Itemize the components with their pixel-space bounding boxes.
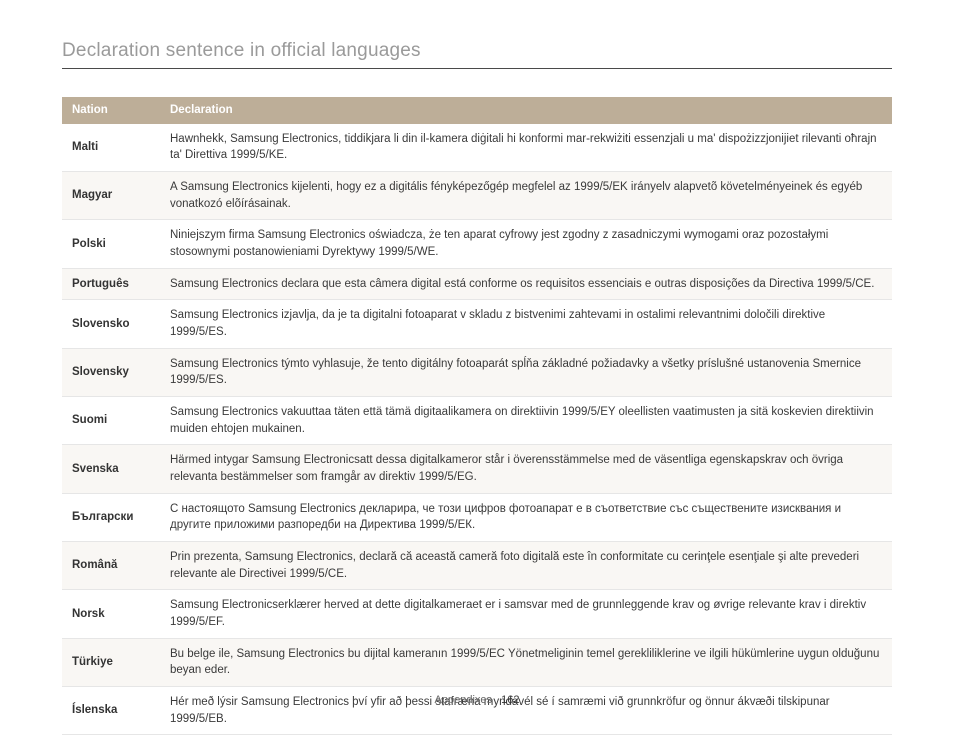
table-row: TürkiyeBu belge ile, Samsung Electronics… <box>62 638 892 686</box>
nation-cell: Polski <box>62 220 160 268</box>
col-declaration: Declaration <box>160 97 892 124</box>
table-header-row: Nation Declaration <box>62 97 892 124</box>
nation-cell: Norsk <box>62 590 160 638</box>
nation-cell: Português <box>62 268 160 300</box>
table-row: БългарскиС настоящото Samsung Electronic… <box>62 493 892 541</box>
declaration-cell: Samsung Electronics týmto vyhlasuje, že … <box>160 348 892 396</box>
table-body: MaltiHawnhekk, Samsung Electronics, tidd… <box>62 124 892 735</box>
table-row: PolskiNiniejszym firma Samsung Electroni… <box>62 220 892 268</box>
table-row: RomânăPrin prezenta, Samsung Electronics… <box>62 542 892 590</box>
table-row: MagyarA Samsung Electronics kijelenti, h… <box>62 172 892 220</box>
nation-cell: Suomi <box>62 397 160 445</box>
declaration-cell: Samsung Electronics vakuuttaa täten että… <box>160 397 892 445</box>
nation-cell: Română <box>62 542 160 590</box>
declaration-cell: Samsung Electronicserklærer herved at de… <box>160 590 892 638</box>
table-row: SlovenskySamsung Electronics týmto vyhla… <box>62 348 892 396</box>
table-row: SvenskaHärmed intygar Samsung Electronic… <box>62 445 892 493</box>
declaration-cell: Prin prezenta, Samsung Electronics, decl… <box>160 542 892 590</box>
page-title: Declaration sentence in official languag… <box>62 40 892 69</box>
declaration-cell: Samsung Electronics izjavlja, da je ta d… <box>160 300 892 348</box>
declaration-cell: С настоящото Samsung Electronics деклари… <box>160 493 892 541</box>
table-row: PortuguêsSamsung Electronics declara que… <box>62 268 892 300</box>
col-nation: Nation <box>62 97 160 124</box>
nation-cell: Slovensky <box>62 348 160 396</box>
nation-cell: Български <box>62 493 160 541</box>
page-footer: Appendixes 162 <box>0 694 954 706</box>
footer-section: Appendixes <box>435 694 493 706</box>
table-row: MaltiHawnhekk, Samsung Electronics, tidd… <box>62 124 892 172</box>
nation-cell: Malti <box>62 124 160 172</box>
declaration-cell: Härmed intygar Samsung Electronicsatt de… <box>160 445 892 493</box>
footer-page-number: 162 <box>501 694 519 706</box>
declaration-cell: Niniejszym firma Samsung Electronics ośw… <box>160 220 892 268</box>
nation-cell: Magyar <box>62 172 160 220</box>
declaration-cell: Hawnhekk, Samsung Electronics, tiddikjar… <box>160 124 892 172</box>
table-row: SuomiSamsung Electronics vakuuttaa täten… <box>62 397 892 445</box>
table-row: Slovensko Samsung Electronics izjavlja, … <box>62 300 892 348</box>
declaration-cell: Bu belge ile, Samsung Electronics bu dij… <box>160 638 892 686</box>
declaration-cell: Samsung Electronics declara que esta câm… <box>160 268 892 300</box>
nation-cell: Svenska <box>62 445 160 493</box>
declaration-cell: A Samsung Electronics kijelenti, hogy ez… <box>160 172 892 220</box>
table-row: NorskSamsung Electronicserklærer herved … <box>62 590 892 638</box>
nation-cell: Slovensko <box>62 300 160 348</box>
nation-cell: Türkiye <box>62 638 160 686</box>
declaration-table: Nation Declaration MaltiHawnhekk, Samsun… <box>62 97 892 735</box>
